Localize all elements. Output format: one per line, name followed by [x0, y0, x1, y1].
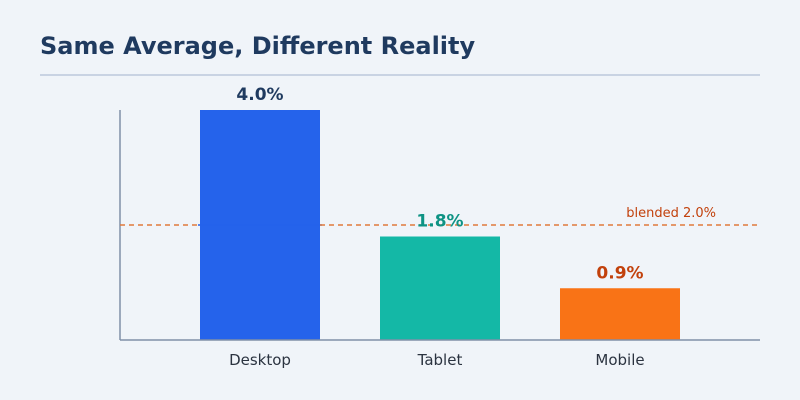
value-label-tablet: 1.8%	[416, 212, 463, 232]
reference-line-label: blended 2.0%	[626, 206, 716, 221]
x-tick-label-mobile: Mobile	[595, 351, 644, 369]
bar-mobile	[560, 288, 680, 340]
value-label-mobile: 0.9%	[596, 263, 643, 283]
plot-area: 4.0% 1.8% 0.9% Desktop Tablet Mobile blended 2…	[119, 85, 760, 369]
value-label-desktop: 4.0%	[236, 85, 283, 105]
x-tick-label-tablet: Tablet	[417, 351, 463, 369]
x-tick-label-desktop: Desktop	[229, 351, 291, 369]
bar-tablet	[380, 236, 500, 340]
chart-title: Same Average, Different Reality	[40, 32, 475, 60]
